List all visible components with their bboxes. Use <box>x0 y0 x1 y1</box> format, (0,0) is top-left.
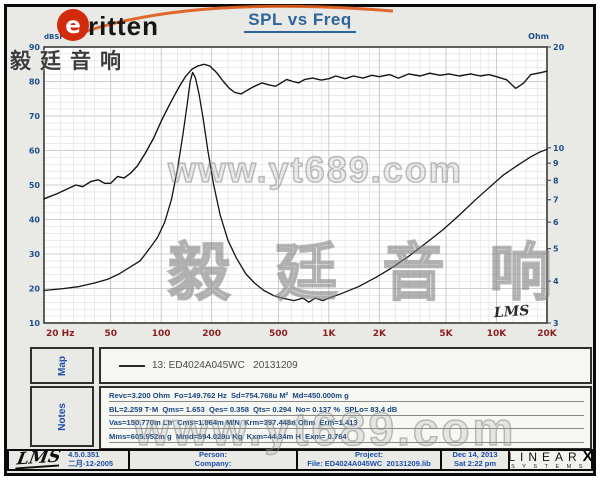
notes-label-cell: Notes <box>30 386 94 447</box>
footer-date-cell: Dec 14, 2013 Sat 2:22 pm <box>440 449 510 471</box>
svg-text:20: 20 <box>29 285 41 294</box>
svg-text:20K: 20K <box>537 329 558 339</box>
curve-spl <box>43 63 548 200</box>
logo-e-letter: e <box>65 13 81 39</box>
page-title: SPL vs Freq <box>244 10 356 33</box>
brand-cjk-name: 毅廷音响 <box>10 50 130 73</box>
brand-name: ritten <box>88 11 159 41</box>
svg-text:4: 4 <box>553 277 559 286</box>
svg-text:40: 40 <box>29 216 41 225</box>
svg-text:70: 70 <box>29 112 41 121</box>
map-label-cell: Map <box>30 347 94 384</box>
spl-impedance-chart: 90 80 70 60 50 40 30 20 10 20 10 9 8 7 6 5 4 3 20 Hz 50 100 2… <box>29 32 565 339</box>
status-bar: LMS 4.5.0.351 二月-12-2005 Person: Company… <box>7 449 593 471</box>
svg-text:3: 3 <box>553 319 559 328</box>
svg-text:5K: 5K <box>439 329 453 339</box>
svg-text:90: 90 <box>29 43 41 52</box>
svg-text:8: 8 <box>553 176 559 185</box>
lms-logo: LMS <box>15 449 63 470</box>
brand-logo-swoosh: e <box>57 4 394 41</box>
logo-red-circle <box>57 9 89 41</box>
notes-line-4: Mms=605.952m g Mmd=594.029u Kg Kxm=44.34… <box>109 432 584 443</box>
svg-text:500: 500 <box>269 329 288 339</box>
svg-text:10: 10 <box>553 144 565 153</box>
report-date: Dec 14, 2013 <box>452 450 498 460</box>
file-name: File: ED4024A045WC 20131209.lib <box>307 459 431 468</box>
legend-line-swatch <box>119 364 145 367</box>
linearx-x: X <box>582 449 593 466</box>
svg-text:5: 5 <box>553 245 559 254</box>
svg-text:2K: 2K <box>373 329 387 339</box>
svg-text:7: 7 <box>553 196 559 205</box>
notes-label: Notes <box>56 402 68 431</box>
project-label: Project: <box>355 450 383 460</box>
svg-text:80: 80 <box>29 78 41 87</box>
svg-text:6: 6 <box>553 218 559 227</box>
footer-version-cell: LMS 4.5.0.351 二月-12-2005 <box>7 449 130 471</box>
svg-text:100: 100 <box>152 329 171 339</box>
curve-impedance <box>43 71 548 303</box>
svg-text:60: 60 <box>29 147 41 156</box>
svg-text:10K: 10K <box>487 329 508 339</box>
svg-text:Ohm: Ohm <box>528 32 549 41</box>
footer-linearx-cell: LINEAR X SYSTEMS <box>508 449 593 471</box>
legend-text: 13: ED4024A045WC 20131209 <box>152 360 298 371</box>
company-label: Company: <box>194 459 232 468</box>
report-time: Sat 2:22 pm <box>453 459 497 468</box>
svg-text:9: 9 <box>553 159 559 168</box>
svg-text:30: 30 <box>29 250 41 259</box>
footer-project-cell: Project: File: ED4024A045WC 20131209.lib <box>296 449 442 471</box>
linearx-systems: SYSTEMS <box>511 464 590 471</box>
person-label: Person: <box>199 450 227 460</box>
notes-line-3: Vas=150.770m Ltr Cms=1.864m M/N Krm=397.… <box>109 418 584 430</box>
map-label: Map <box>56 355 68 376</box>
svg-text:LMS: LMS <box>492 303 529 322</box>
footer-person-cell: Person: Company: <box>128 449 298 471</box>
notes-line-1: Revc=3.200 Ohm Fo=149.762 Hz Sd=754.768u… <box>109 391 584 402</box>
svg-text:dBSPL: dBSPL <box>44 33 70 41</box>
notes-cell: Revc=3.200 Ohm Fo=149.762 Hz Sd=754.768u… <box>99 386 592 450</box>
svg-text:1K: 1K <box>322 329 336 339</box>
title-wrap: SPL vs Freq <box>0 10 600 33</box>
svg-text:20: 20 <box>553 43 565 52</box>
svg-text:200: 200 <box>202 329 221 339</box>
app-version-date: 二月-12-2005 <box>68 459 114 468</box>
svg-text:10: 10 <box>29 319 41 328</box>
notes-line-2: BL=2.259 T·M Qms= 1.653 Qes= 0.358 Qts= … <box>109 405 584 416</box>
linearx-logo: LINEAR X SYSTEMS <box>508 449 593 471</box>
linearx-wordmark: LINEAR <box>508 449 582 464</box>
svg-text:50: 50 <box>29 181 41 190</box>
app-version: 4.5.0.351 <box>68 450 100 460</box>
svg-text:20 Hz: 20 Hz <box>46 329 74 339</box>
map-legend-cell: 13: ED4024A045WC 20131209 <box>99 347 592 384</box>
logo-arc <box>67 4 394 40</box>
svg-text:50: 50 <box>104 329 117 339</box>
